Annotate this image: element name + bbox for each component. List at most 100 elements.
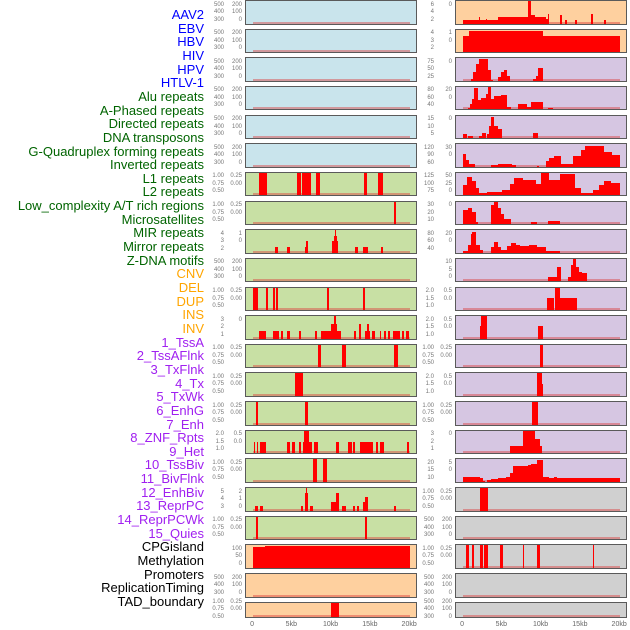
left-track-panel <box>245 286 417 311</box>
y-tick-label: 10 <box>445 259 452 266</box>
y-tick-label: 400 <box>213 94 224 101</box>
coverage-bar <box>380 442 385 454</box>
y-tick-label: 1.00 <box>212 517 224 524</box>
y-tick-label: 200 <box>441 517 452 524</box>
x-tick-label: 20kb <box>611 621 627 628</box>
y-tick-label: 100 <box>441 582 452 588</box>
right-track-panel <box>455 143 627 168</box>
coverage-bar <box>490 247 495 253</box>
y-tick-label: 300 <box>213 131 224 138</box>
coverage-bar <box>476 244 480 253</box>
coverage-bar <box>536 545 541 568</box>
coverage-bar <box>256 516 258 540</box>
right-track-panel <box>455 573 627 598</box>
coverage-bar <box>490 204 495 225</box>
coverage-bar <box>463 251 468 253</box>
coverage-bar <box>292 442 295 454</box>
coverage-bar <box>612 155 621 167</box>
track-label: 7_Enh <box>166 416 204 432</box>
y-tick-label: 200 <box>231 259 242 266</box>
coverage-bar <box>554 287 561 310</box>
coverage-bar <box>561 164 573 167</box>
coverage-bar <box>394 506 396 511</box>
coverage-bar <box>540 344 543 368</box>
coverage-bar <box>392 331 400 339</box>
y-tick-label: 50 <box>445 173 452 180</box>
coverage-bar <box>377 172 384 196</box>
coverage-bar <box>471 181 476 196</box>
y-tick-label: 2.0 <box>425 288 434 294</box>
y-tick-label: 200 <box>231 574 242 581</box>
y-tick-label: 0.75 <box>212 381 224 388</box>
y-tick-label: 0.25 <box>440 402 452 409</box>
coverage-bar <box>543 36 621 53</box>
y-tick-label: 1.00 <box>422 345 434 352</box>
coverage-bar <box>598 184 605 196</box>
y-tick-label: 1.5 <box>425 324 434 331</box>
coverage-bar <box>359 442 374 454</box>
coverage-bar <box>571 265 573 282</box>
coverage-bar <box>546 250 560 253</box>
y-tick-label: 90 <box>427 152 434 159</box>
right-track-panel <box>455 229 627 254</box>
coverage-bar <box>299 331 301 339</box>
track-label: 11_BivFlnk <box>140 471 204 487</box>
y-tick-label: 0.25 <box>230 517 242 524</box>
y-tick-label: 1.00 <box>212 202 224 209</box>
coverage-bar <box>507 76 511 81</box>
y-tick-label: 0 <box>448 589 452 596</box>
y-tick-label: 2 <box>430 45 434 52</box>
y-tick-label: 10 <box>427 217 434 224</box>
coverage-bar <box>500 250 508 253</box>
coverage-bar <box>478 17 481 24</box>
coverage-bar <box>253 442 256 454</box>
track-label: 9_Het <box>169 443 204 459</box>
coverage-bar <box>485 18 488 24</box>
coverage-bar <box>498 17 529 24</box>
coverage-bar <box>471 545 475 568</box>
y-tick-label: 100 <box>231 545 242 552</box>
y-tick-label: 100 <box>231 37 242 44</box>
coverage-bar <box>463 476 481 482</box>
coverage-bar <box>540 172 550 196</box>
y-tick-label: 20 <box>445 87 452 94</box>
baseline <box>463 565 621 568</box>
coverage-bar <box>352 506 356 511</box>
coverage-bar <box>549 477 555 482</box>
y-tick-label: 30 <box>427 202 434 209</box>
coverage-bar <box>330 602 339 617</box>
coverage-bar <box>475 63 479 81</box>
track-label: CPGisland <box>141 539 204 555</box>
y-tick-label: 0.25 <box>230 598 242 605</box>
y-tick-label: 1.00 <box>212 598 224 605</box>
coverage-bar <box>554 155 562 167</box>
baseline <box>253 21 411 24</box>
coverage-bar <box>488 86 492 110</box>
coverage-bar <box>580 149 585 167</box>
baseline <box>463 508 621 511</box>
coverage-bar <box>394 344 399 368</box>
right-track-panel <box>455 458 627 483</box>
left-track-panel <box>245 229 417 254</box>
y-tick-label: 0.25 <box>230 288 242 294</box>
baseline <box>253 50 411 53</box>
track-label: A-Phased repeats <box>99 102 204 118</box>
y-tick-label: 400 <box>213 9 224 15</box>
coverage-bar <box>300 506 304 511</box>
left-track-panel <box>245 200 417 226</box>
y-tick-label: 5 <box>448 266 452 273</box>
coverage-bar <box>272 331 279 339</box>
coverage-bar <box>480 488 489 511</box>
y-tick-label: 0.0 <box>443 324 452 331</box>
coverage-bar <box>497 247 501 253</box>
left-track-panel <box>245 372 417 397</box>
coverage-bar <box>591 13 593 24</box>
coverage-bar <box>388 331 390 339</box>
track-label: 2_TssAFlnk <box>136 348 204 364</box>
y-tick-label: 1.00 <box>212 173 224 180</box>
track-label: 5_TxWk <box>156 389 204 405</box>
y-tick-label: 1.00 <box>422 402 434 409</box>
coverage-bar <box>530 463 537 482</box>
y-tick-label: 0.00 <box>230 295 242 302</box>
coverage-bar <box>532 402 539 425</box>
